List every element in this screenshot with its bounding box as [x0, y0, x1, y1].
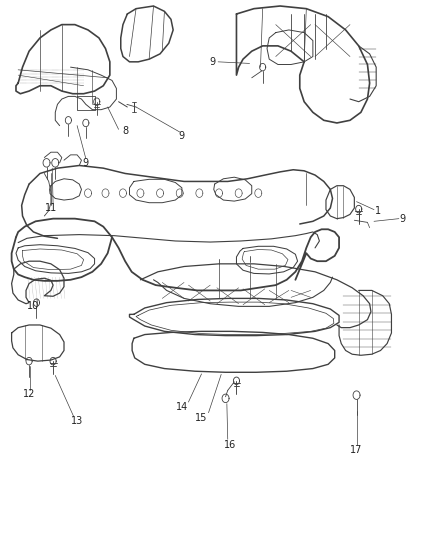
- Text: 9: 9: [83, 158, 89, 168]
- Text: 16: 16: [224, 440, 236, 450]
- Text: 8: 8: [122, 126, 128, 136]
- Text: 10: 10: [27, 301, 39, 311]
- Text: 17: 17: [350, 445, 363, 455]
- Text: 12: 12: [23, 389, 35, 399]
- Text: 11: 11: [45, 203, 57, 213]
- Text: 9: 9: [209, 57, 215, 67]
- Text: 14: 14: [176, 402, 188, 413]
- Text: 9: 9: [399, 214, 406, 224]
- Text: 9: 9: [179, 131, 185, 141]
- Text: 13: 13: [71, 416, 83, 426]
- Text: 15: 15: [195, 413, 208, 423]
- Text: 1: 1: [375, 206, 381, 216]
